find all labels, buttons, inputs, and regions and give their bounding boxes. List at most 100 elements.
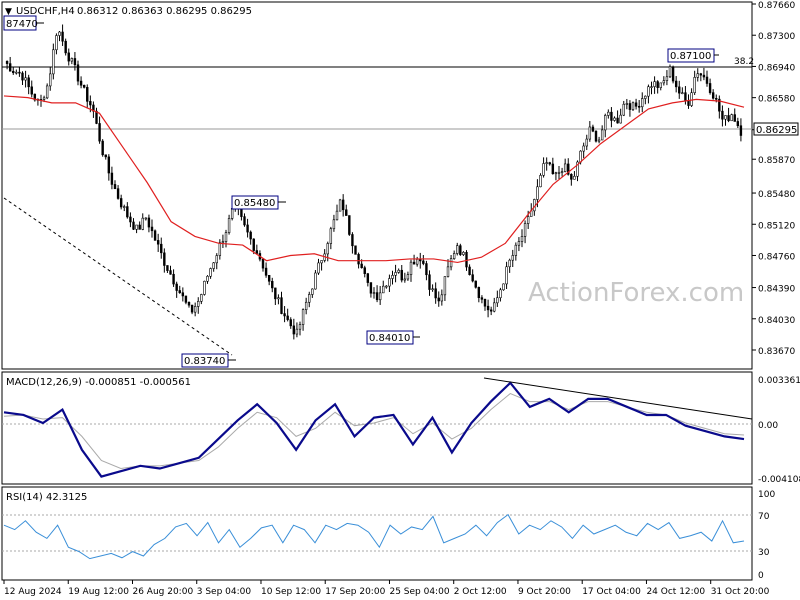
- dashed-trendline: [3, 197, 233, 356]
- candle-body: [203, 280, 206, 295]
- macd-tick-bottom: -0.004108: [758, 475, 800, 485]
- time-tick-label: 10 Sep 12:00: [261, 587, 321, 597]
- time-tick-label: 2 Oct 12:00: [454, 587, 507, 597]
- candle-body: [104, 154, 107, 158]
- candle-body: [687, 100, 690, 106]
- candle-body: [240, 208, 243, 217]
- candle-body: [317, 262, 320, 274]
- candle-body: [89, 101, 92, 106]
- candle-body: [354, 245, 357, 255]
- candle-body: [523, 223, 527, 237]
- candle-body: [320, 260, 323, 264]
- candle-body: [82, 84, 86, 88]
- candle-body: [8, 63, 12, 72]
- candle-body: [511, 255, 514, 261]
- collapse-arrow-icon[interactable]: ▼: [5, 7, 12, 17]
- candle-body: [517, 241, 521, 246]
- candle-body: [459, 245, 462, 255]
- candle-body: [579, 150, 582, 163]
- candle-body: [425, 263, 428, 276]
- candle-body: [341, 199, 345, 211]
- candle-body: [141, 217, 144, 230]
- candle-body: [557, 171, 561, 174]
- candle-body: [274, 287, 277, 300]
- candle-body: [684, 92, 687, 101]
- candle-body: [668, 66, 672, 78]
- candle-body: [486, 305, 490, 311]
- macd-tick-zero: 0.00: [758, 421, 778, 431]
- candle-body: [585, 138, 588, 147]
- time-tick-label: 17 Oct 04:00: [582, 587, 641, 597]
- candle-body: [283, 313, 286, 317]
- candle-body: [542, 163, 545, 176]
- watermark: ActionForex.com: [528, 278, 744, 308]
- candle-body: [406, 274, 410, 280]
- candle-body: [18, 71, 21, 74]
- candle-body: [382, 285, 385, 294]
- rsi-tick-30: 30: [758, 548, 770, 558]
- candle-body: [702, 74, 706, 78]
- swing-high-label: 87470: [3, 15, 44, 31]
- candle-body: [348, 215, 351, 235]
- candle-body: [536, 186, 539, 200]
- candle-body: [73, 58, 77, 66]
- candle-body: [412, 261, 416, 265]
- candle-body: [329, 228, 333, 244]
- svg-text:87470: 87470: [6, 19, 38, 30]
- candle-body: [415, 259, 419, 265]
- candle-body: [378, 292, 382, 301]
- candle-body: [465, 251, 468, 268]
- candle-body: [169, 270, 172, 275]
- candle-body: [489, 309, 493, 312]
- candle-body: [483, 298, 487, 307]
- candle-body: [289, 319, 292, 327]
- candle-body: [366, 273, 370, 283]
- moving-average-line: [3, 95, 745, 264]
- candle-body: [736, 121, 740, 127]
- candle-body: [674, 80, 678, 88]
- time-tick-label: 17 Sep 20:00: [325, 587, 385, 597]
- candle-body: [443, 276, 447, 296]
- candle-body: [499, 289, 502, 299]
- candle-body: [12, 70, 15, 74]
- mid-low-label: 0.84010: [366, 330, 420, 345]
- candle-body: [363, 267, 366, 274]
- candle-body: [113, 184, 117, 189]
- candle-body: [224, 232, 228, 242]
- candle-body: [656, 81, 659, 88]
- candle-body: [261, 258, 265, 269]
- candle-body: [295, 328, 299, 335]
- macd-trendline: [483, 377, 753, 420]
- candle-body: [419, 259, 422, 262]
- candle-body: [277, 297, 280, 300]
- candle-body: [116, 188, 120, 199]
- candle-body: [560, 171, 564, 173]
- candle-body: [292, 325, 296, 335]
- candle-body: [160, 243, 163, 254]
- candle-body: [187, 302, 191, 306]
- svg-text:0.85480: 0.85480: [234, 198, 275, 209]
- candle-body: [721, 110, 724, 120]
- candle-body: [345, 209, 348, 216]
- candle-body: [243, 216, 246, 226]
- candle-body: [184, 295, 188, 303]
- candle-body: [397, 269, 400, 273]
- candle-body: [570, 174, 573, 180]
- candle-body: [61, 31, 64, 42]
- candle-body: [711, 92, 715, 99]
- candle-body: [653, 81, 656, 87]
- candle-body: [715, 98, 718, 100]
- fib-level-label: 38.2: [734, 57, 754, 67]
- candle-body: [172, 273, 175, 285]
- candle-body: [622, 103, 625, 116]
- svg-text:0.83740: 0.83740: [184, 356, 225, 367]
- candle-body: [55, 35, 58, 51]
- candle-body: [264, 267, 268, 276]
- candle-body: [267, 274, 271, 282]
- candle-body: [508, 259, 511, 268]
- rsi-tick-70: 70: [758, 512, 770, 522]
- candle-body: [422, 260, 425, 264]
- candle-body: [360, 263, 363, 268]
- candle-body: [730, 114, 733, 122]
